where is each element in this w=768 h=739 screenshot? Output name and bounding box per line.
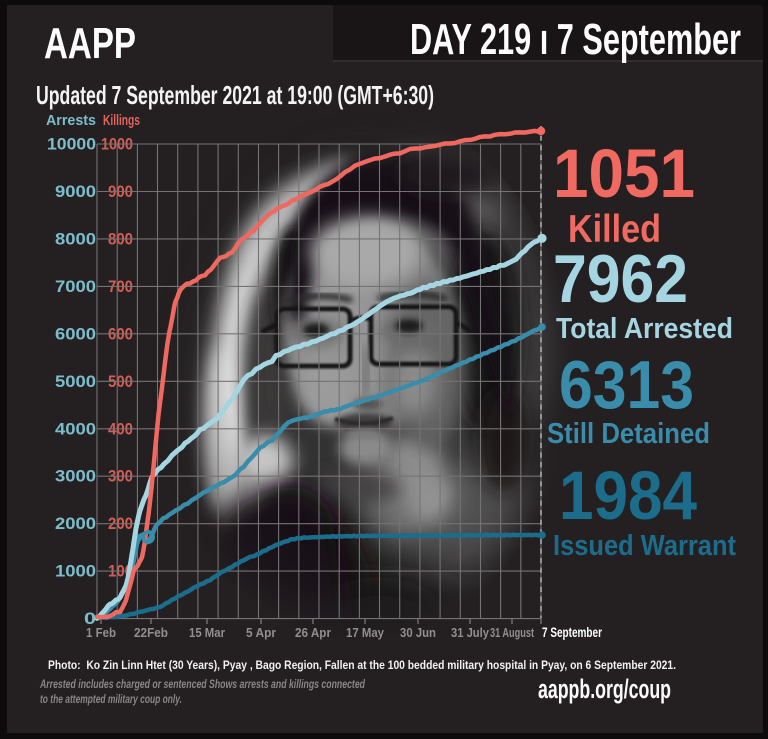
svg-text:0: 0 <box>84 609 96 628</box>
svg-text:7 September: 7 September <box>542 625 603 640</box>
svg-text:26 Apr: 26 Apr <box>295 625 331 640</box>
svg-text:4000: 4000 <box>55 419 96 438</box>
svg-text:6000: 6000 <box>55 324 96 343</box>
svg-text:DAY 219 ı 7 September: DAY 219 ı 7 September <box>410 15 741 64</box>
svg-text:Issued Warrant: Issued Warrant <box>553 530 736 562</box>
svg-text:5000: 5000 <box>55 372 96 391</box>
svg-text:2000: 2000 <box>55 514 96 533</box>
svg-text:3000: 3000 <box>55 467 96 486</box>
svg-text:22Feb: 22Feb <box>134 625 168 640</box>
svg-text:7962: 7962 <box>553 241 688 317</box>
svg-text:aappb.org/coup: aappb.org/coup <box>538 674 671 704</box>
svg-text:9000: 9000 <box>55 182 96 201</box>
svg-text:5 Apr: 5 Apr <box>246 625 276 640</box>
svg-text:31 August: 31 August <box>490 625 534 640</box>
svg-text:Total Arrested: Total Arrested <box>556 313 733 345</box>
svg-text:Updated 7 September 2021 at 19: Updated 7 September 2021 at 19:00 (GMT+6… <box>36 80 434 110</box>
svg-text:7000: 7000 <box>55 277 96 296</box>
svg-text:Still Detained: Still Detained <box>547 418 710 450</box>
svg-text:AAPP: AAPP <box>44 19 136 68</box>
svg-text:Killed: Killed <box>568 208 661 251</box>
svg-text:to the attempted military coup: to the attempted military coup only. <box>40 694 182 706</box>
svg-text:10000: 10000 <box>47 135 96 154</box>
svg-text:15 Mar: 15 Mar <box>189 625 225 640</box>
svg-text:6313: 6313 <box>559 347 694 423</box>
svg-text:30 Jun: 30 Jun <box>400 625 436 640</box>
svg-text:Arrested includes charged or s: Arrested includes charged or sentenced S… <box>39 679 365 691</box>
svg-text:Arrests: Arrests <box>46 112 96 129</box>
svg-text:17 May: 17 May <box>346 625 385 640</box>
svg-text:1000: 1000 <box>55 562 96 581</box>
svg-text:Photo: Ko Zin Linn Htet (30 Y: Photo: Ko Zin Linn Htet (30 Years), Pyay… <box>48 658 676 672</box>
svg-text:Killings: Killings <box>103 112 140 129</box>
svg-text:1984: 1984 <box>559 457 697 534</box>
svg-text:1 Feb: 1 Feb <box>86 625 116 640</box>
svg-text:8000: 8000 <box>55 229 96 248</box>
svg-text:31 July: 31 July <box>451 625 490 640</box>
svg-text:1051: 1051 <box>553 135 695 212</box>
